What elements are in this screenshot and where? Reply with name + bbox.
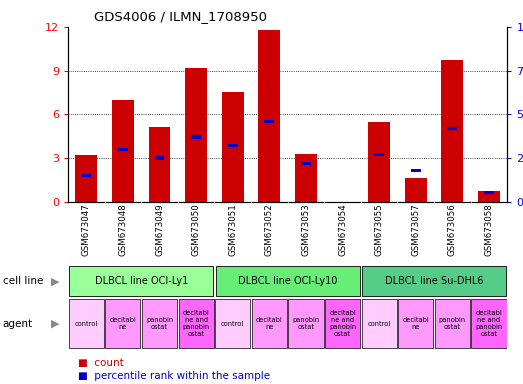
Text: control: control (221, 321, 244, 326)
Bar (82, 174, 91, 177)
Bar (228, 144, 237, 147)
Bar (478, 191, 500, 202)
Bar (69, 299, 104, 348)
Bar (411, 169, 420, 172)
Text: GDS4006 / ILMN_1708950: GDS4006 / ILMN_1708950 (94, 10, 267, 23)
Bar (405, 178, 427, 202)
Text: GSM673053: GSM673053 (301, 204, 311, 256)
Text: decitabi
ne: decitabi ne (256, 317, 283, 330)
Bar (118, 147, 128, 151)
Text: GSM673047: GSM673047 (82, 204, 91, 256)
Text: GSM673057: GSM673057 (411, 204, 420, 256)
Text: panobin
ostat: panobin ostat (146, 317, 173, 330)
Text: GSM673058: GSM673058 (484, 204, 494, 256)
Bar (368, 121, 390, 202)
Text: panobin
ostat: panobin ostat (439, 317, 466, 330)
Bar (361, 299, 397, 348)
Text: control: control (75, 321, 98, 326)
Bar (178, 299, 214, 348)
Text: DLBCL line OCI-Ly10: DLBCL line OCI-Ly10 (238, 276, 337, 286)
Text: GSM673050: GSM673050 (191, 204, 201, 256)
Bar (252, 299, 287, 348)
Text: ■  percentile rank within the sample: ■ percentile rank within the sample (78, 371, 270, 381)
Bar (484, 191, 494, 194)
Bar (374, 153, 384, 156)
Bar (191, 135, 201, 139)
Text: ▶: ▶ (51, 276, 59, 286)
Text: GSM673048: GSM673048 (118, 204, 128, 256)
Text: ▶: ▶ (51, 318, 59, 329)
Bar (155, 156, 164, 159)
Text: decitabi
ne and
panobin
ostat: decitabi ne and panobin ostat (475, 310, 503, 337)
Bar (222, 93, 244, 202)
Text: GSM673052: GSM673052 (265, 204, 274, 256)
Text: decitabi
ne: decitabi ne (402, 317, 429, 330)
Text: decitabi
ne: decitabi ne (109, 317, 137, 330)
Text: GSM673051: GSM673051 (228, 204, 237, 256)
Text: agent: agent (3, 318, 33, 329)
Text: DLBCL line Su-DHL6: DLBCL line Su-DHL6 (385, 276, 483, 286)
Text: ■  count: ■ count (78, 358, 124, 368)
Text: GSM673056: GSM673056 (448, 204, 457, 256)
Bar (295, 154, 317, 202)
Text: GSM673054: GSM673054 (338, 204, 347, 256)
Bar (69, 266, 213, 296)
Text: panobin
ostat: panobin ostat (292, 317, 320, 330)
Bar (75, 155, 97, 202)
Text: GSM673049: GSM673049 (155, 204, 164, 256)
Bar (362, 266, 506, 296)
Text: control: control (368, 321, 391, 326)
Text: cell line: cell line (3, 276, 43, 286)
Bar (441, 60, 463, 202)
Bar (149, 127, 170, 202)
Bar (435, 299, 470, 348)
Bar (288, 299, 324, 348)
Bar (471, 299, 507, 348)
Bar (301, 162, 311, 165)
Bar (265, 120, 274, 123)
Bar (258, 30, 280, 202)
Bar (112, 100, 134, 202)
Bar (448, 127, 457, 130)
Bar (215, 299, 251, 348)
Text: GSM673055: GSM673055 (374, 204, 384, 256)
Bar (185, 68, 207, 202)
Bar (215, 266, 360, 296)
Text: decitabi
ne and
panobin
ostat: decitabi ne and panobin ostat (329, 310, 356, 337)
Bar (142, 299, 177, 348)
Text: decitabi
ne and
panobin
ostat: decitabi ne and panobin ostat (183, 310, 210, 337)
Bar (398, 299, 434, 348)
Bar (325, 299, 360, 348)
Text: DLBCL line OCI-Ly1: DLBCL line OCI-Ly1 (95, 276, 188, 286)
Bar (105, 299, 141, 348)
